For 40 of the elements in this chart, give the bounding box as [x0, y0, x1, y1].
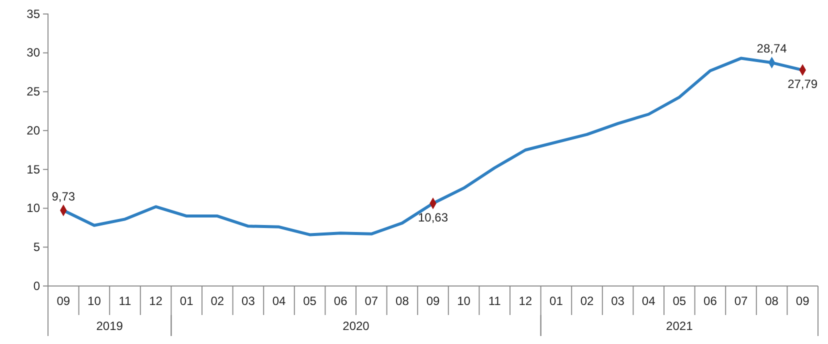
x-tick-label: 01	[180, 294, 194, 308]
y-tick-label: 0	[33, 278, 40, 293]
x-tick-label: 08	[396, 294, 410, 308]
x-tick-label: 12	[518, 294, 532, 308]
text: 2020	[342, 319, 370, 333]
y-tick-label: 20	[26, 123, 40, 138]
x-tick-label: 07	[734, 294, 748, 308]
x-tick-label: 04	[642, 294, 656, 308]
text: 2021	[666, 319, 694, 333]
x-tick-label: 05	[672, 294, 686, 308]
x-tick-label: 07	[364, 294, 378, 308]
x-tick-label: 10	[457, 294, 471, 308]
x-tick-label: 10	[88, 294, 102, 308]
y-tick-label: 10	[26, 201, 40, 216]
x-tick-label: 11	[118, 294, 132, 308]
x-tick-label: 02	[210, 294, 224, 308]
x-tick-label: 06	[334, 294, 348, 308]
x-tick-label: 04	[272, 294, 286, 308]
x-tick-label: 05	[303, 294, 317, 308]
x-tick-label: 02	[580, 294, 594, 308]
x-tick-label: 03	[242, 294, 256, 308]
data-label: 27,79	[788, 77, 818, 92]
data-label: 10,63	[418, 210, 448, 224]
x-tick-label: 09	[56, 294, 70, 308]
x-tick-label: 12	[149, 294, 163, 308]
text: 2019	[96, 319, 124, 333]
y-tick-label: 15	[26, 162, 40, 176]
y-tick-label: 30	[26, 46, 40, 60]
x-tick-label: 08	[765, 294, 779, 308]
data-label: 28,74	[756, 42, 788, 56]
x-tick-label: 09	[796, 294, 810, 308]
y-tick-label: 5	[33, 240, 40, 254]
x-tick-label: 11	[488, 294, 502, 308]
x-tick-label: 06	[704, 294, 718, 308]
x-tick-label: 01	[550, 294, 564, 308]
data-label: 9,73	[52, 189, 76, 204]
x-tick-label: 09	[426, 294, 440, 308]
y-tick-label: 35	[26, 6, 40, 21]
x-tick-label: 03	[611, 294, 625, 308]
y-tick-label: 25	[26, 84, 40, 99]
